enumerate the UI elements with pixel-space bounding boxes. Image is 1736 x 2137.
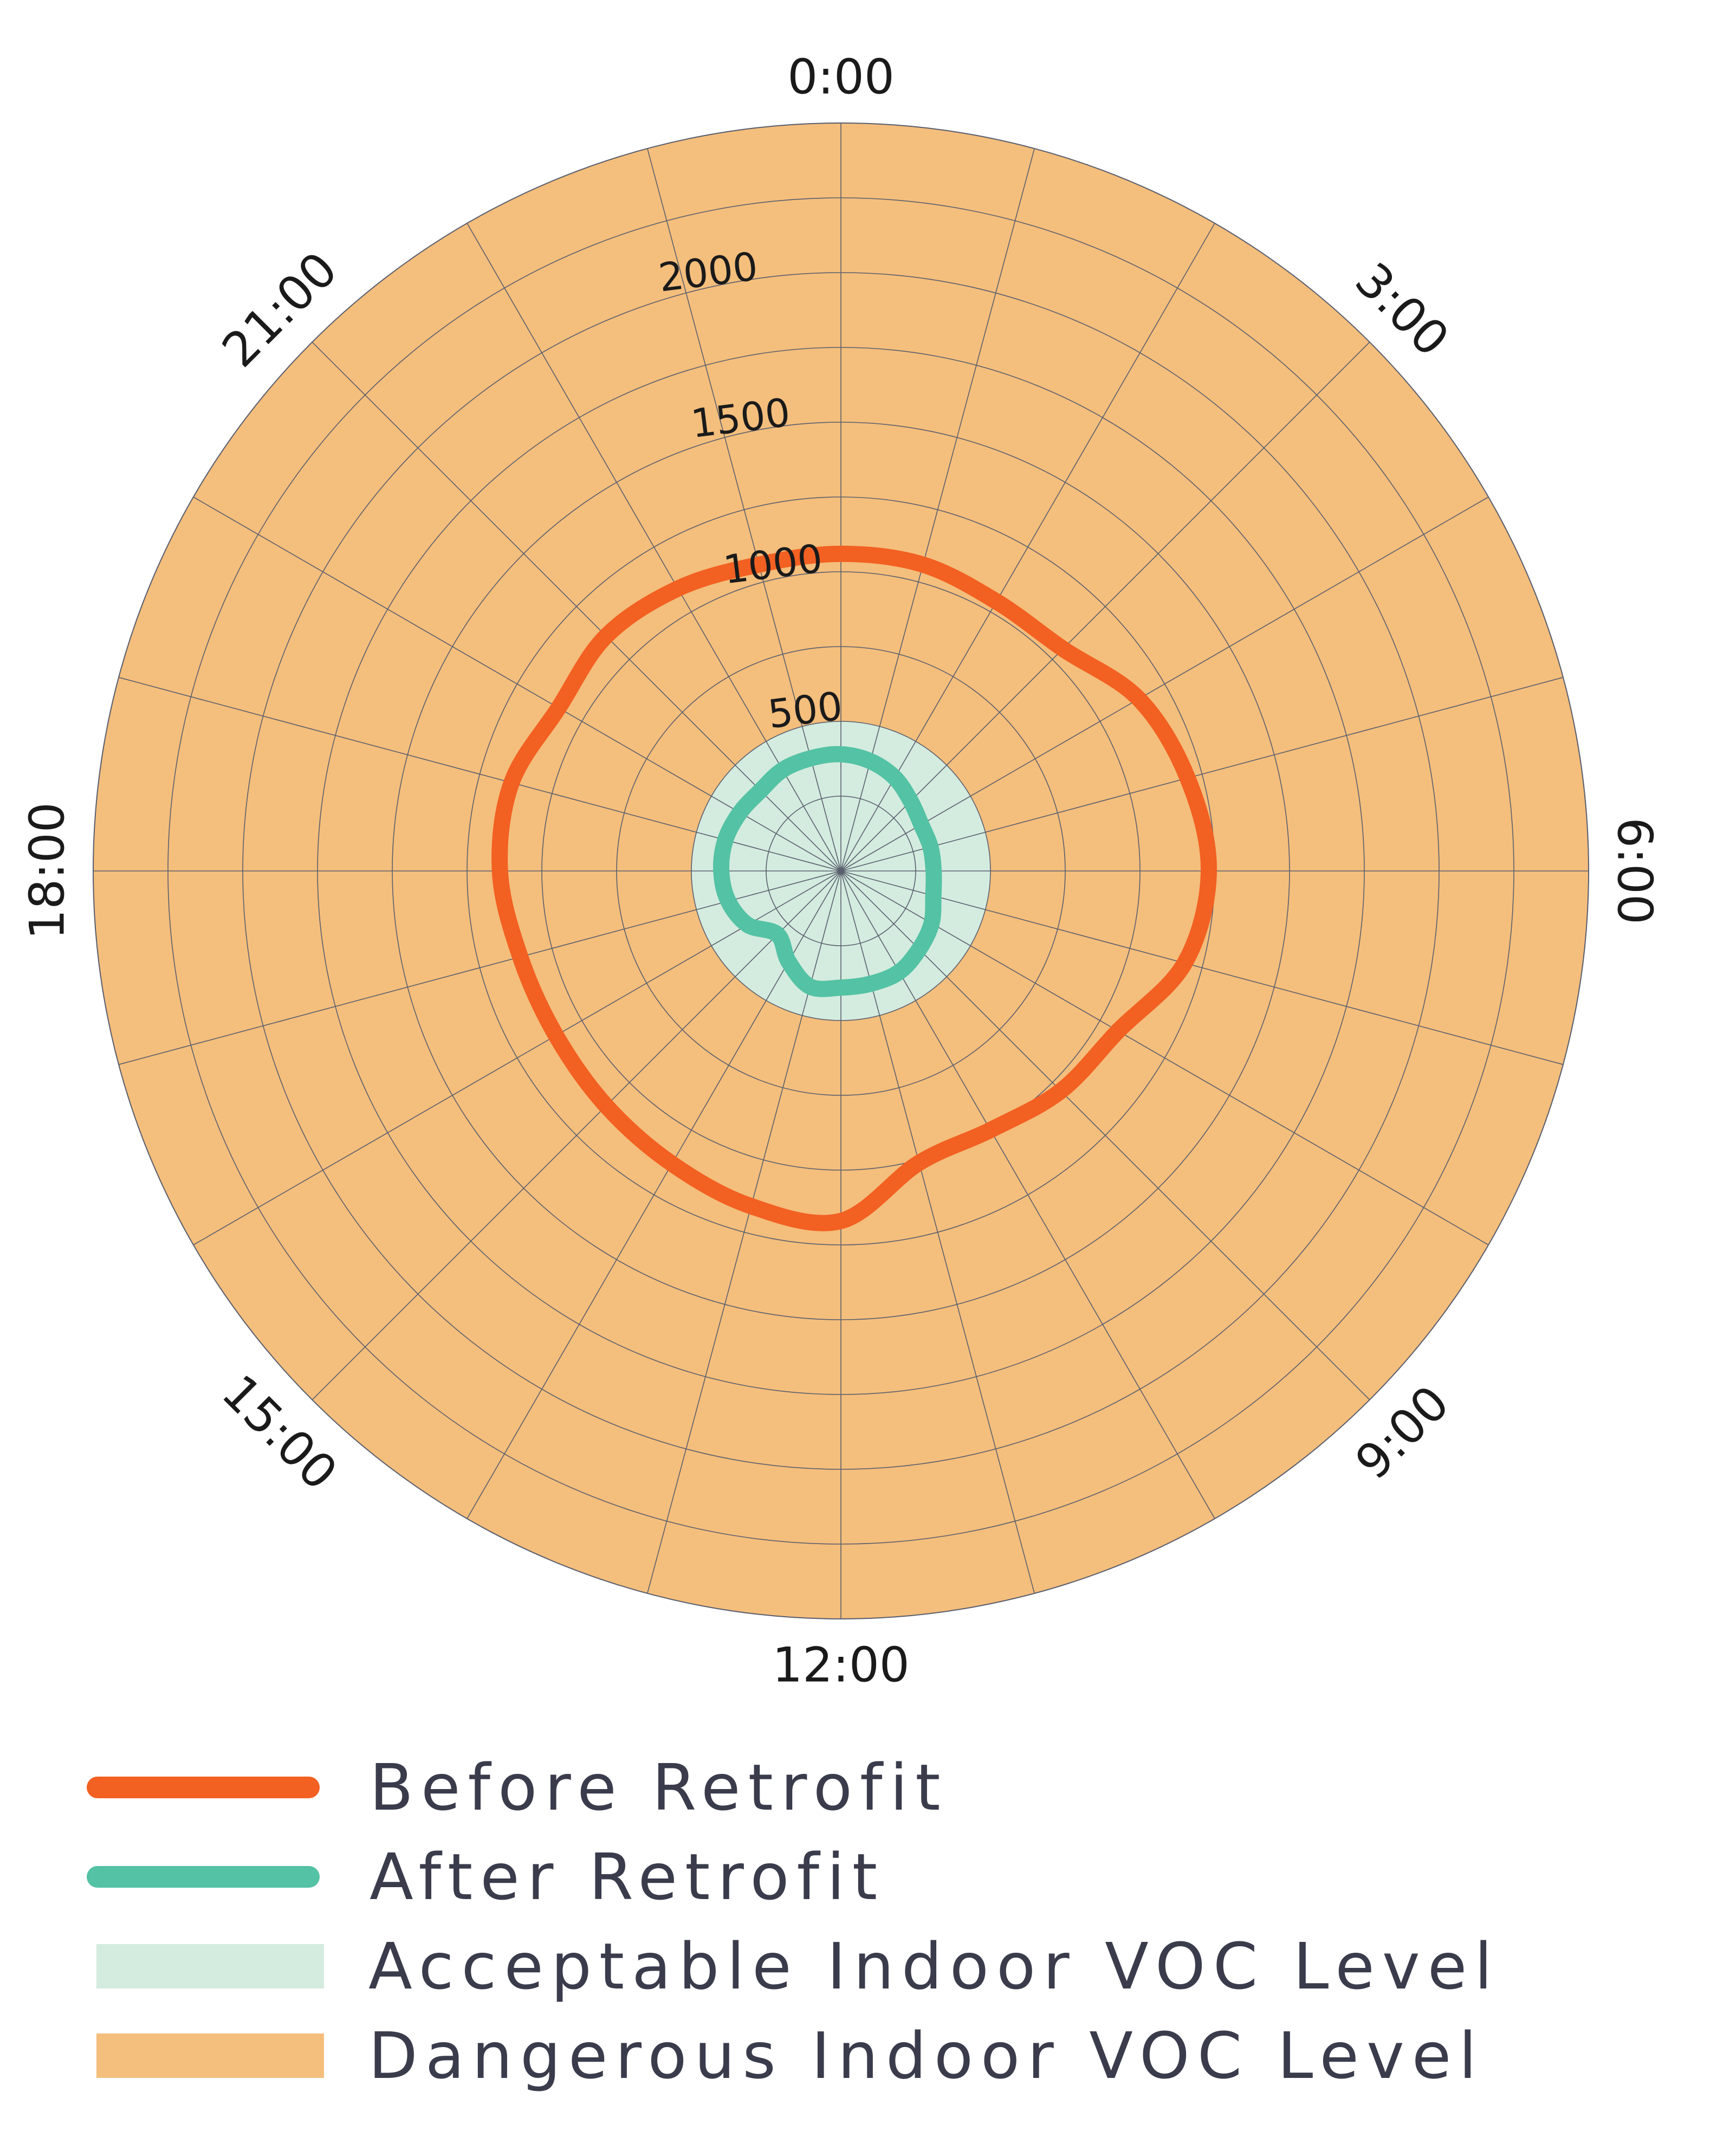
legend-label: Acceptable Indoor VOC Level <box>368 1928 1500 2004</box>
grid-spoke <box>312 341 841 871</box>
polar-frame <box>93 122 1589 1619</box>
theta-tick-label: 6:00 <box>1607 817 1663 925</box>
after-retrofit-swatch <box>87 1865 320 1888</box>
legend-label: After Retrofit <box>370 1839 885 1914</box>
r-tick-label: 500 <box>766 683 845 737</box>
legend-item-before-retrofit: Before Retrofit <box>87 1742 1500 1832</box>
dangerous-level-swatch <box>96 2033 324 2078</box>
grid-spoke <box>312 870 841 1400</box>
theta-tick-label: 18:00 <box>20 802 75 940</box>
grid-spoke <box>840 148 1035 871</box>
grid-spoke <box>840 870 1370 1400</box>
grid-spoke <box>467 870 841 1519</box>
legend-item-after-retrofit: After Retrofit <box>87 1832 1500 1921</box>
theta-tick-label: 12:00 <box>772 1637 910 1693</box>
legend: Before Retrofit After Retrofit Acceptabl… <box>87 1742 1500 2100</box>
legend-label: Dangerous Indoor VOC Level <box>368 2018 1485 2093</box>
legend-item-dangerous-level: Dangerous Indoor VOC Level <box>87 2011 1500 2100</box>
legend-label: Before Retrofit <box>370 1749 948 1825</box>
legend-item-acceptable-level: Acceptable Indoor VOC Level <box>87 1921 1500 2011</box>
series-line-before-retrofit <box>491 545 1217 1231</box>
series-line-after-retrofit <box>713 746 942 997</box>
grid-spoke <box>840 223 1215 871</box>
grid-spoke <box>840 341 1370 871</box>
grid-spoke <box>840 496 1489 871</box>
acceptable-level-swatch <box>96 1944 324 1988</box>
grid-spoke <box>840 870 1564 1065</box>
grid-spoke <box>840 870 1489 1245</box>
grid-spoke <box>840 677 1564 871</box>
theta-tick-label: 0:00 <box>787 49 895 105</box>
before-retrofit-swatch <box>87 1776 320 1798</box>
grid-spoke <box>193 870 841 1245</box>
